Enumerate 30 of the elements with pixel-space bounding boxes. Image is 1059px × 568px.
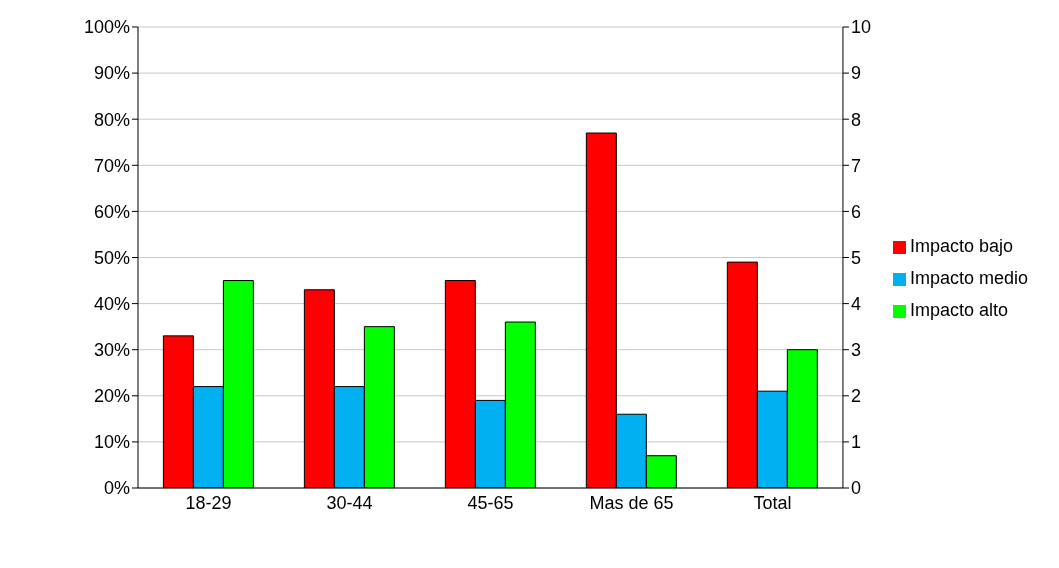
x-tick-label: 45-65 bbox=[467, 492, 514, 513]
y2-tick-label: 7 bbox=[850, 155, 861, 176]
y-tick-label: 70% bbox=[93, 155, 130, 176]
x-tick-label: 18-29 bbox=[185, 492, 232, 513]
y2-tick-label: 0 bbox=[850, 478, 861, 499]
y-tick-label: 80% bbox=[93, 109, 130, 130]
x-tick-label: Total bbox=[753, 492, 792, 513]
x-tick-label: Mas de 65 bbox=[589, 492, 674, 513]
legend-label: Impacto alto bbox=[909, 300, 1008, 320]
legend-label: Impacto medio bbox=[909, 268, 1028, 288]
y-tick-label: 40% bbox=[93, 293, 130, 314]
y-tick-label: 30% bbox=[93, 340, 130, 361]
y2-tick-label: 2 bbox=[850, 386, 861, 407]
y-tick-label: 50% bbox=[93, 247, 130, 268]
y-tick-label: 100% bbox=[83, 17, 130, 38]
x-tick-label: 30-44 bbox=[326, 492, 373, 513]
y2-tick-label: 3 bbox=[850, 340, 861, 361]
y2-tick-label: 8 bbox=[850, 109, 861, 130]
y2-tick-label: 6 bbox=[850, 201, 861, 222]
y-tick-label: 0% bbox=[103, 478, 130, 499]
y2-tick-label: 9 bbox=[850, 63, 861, 84]
y2-tick-label: 1 bbox=[850, 432, 861, 453]
y-tick-label: 10% bbox=[93, 432, 130, 453]
y-tick-label: 90% bbox=[93, 63, 130, 84]
y-tick-label: 60% bbox=[93, 201, 130, 222]
y2-tick-label: 5 bbox=[850, 247, 861, 268]
legend-label: Impacto bajo bbox=[909, 236, 1013, 256]
y2-tick-label: 4 bbox=[850, 293, 861, 314]
y-tick-label: 20% bbox=[93, 386, 130, 407]
y2-tick-label: 10 bbox=[850, 17, 871, 38]
